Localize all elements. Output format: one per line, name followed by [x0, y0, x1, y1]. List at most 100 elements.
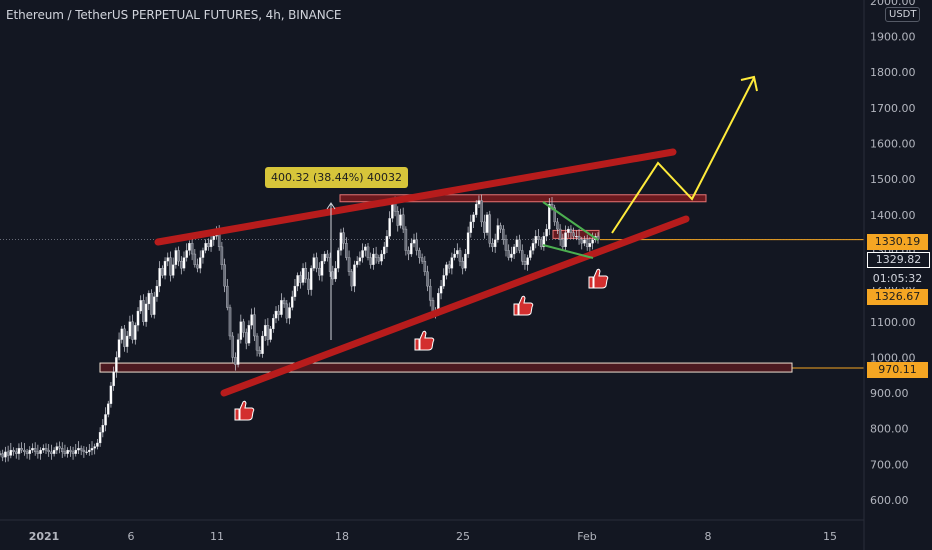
candle-body	[25, 451, 29, 454]
candle-body	[469, 221, 473, 233]
candle	[158, 261, 161, 293]
candle-body	[542, 236, 546, 248]
candle	[526, 254, 529, 271]
candle	[331, 265, 335, 286]
candle	[447, 260, 451, 274]
candle-body	[353, 264, 356, 287]
candle	[364, 244, 367, 257]
candle	[407, 246, 410, 261]
candle	[236, 333, 240, 368]
y-tick-label: 1400.00	[870, 209, 916, 222]
candle-body	[115, 357, 118, 372]
candle	[520, 244, 524, 266]
candle-body	[266, 325, 270, 340]
candle-body	[128, 321, 132, 337]
candle-body	[234, 357, 237, 365]
candle	[336, 247, 340, 273]
candle-body	[209, 239, 213, 248]
candle-body	[388, 218, 391, 237]
wedge-upper-line	[542, 201, 599, 241]
candle	[420, 253, 424, 264]
candle-body	[120, 328, 124, 340]
candle-body	[226, 285, 229, 308]
candle	[109, 381, 113, 408]
last-price-tag: 1330.19	[867, 234, 928, 250]
candle	[350, 268, 354, 292]
candle-body	[320, 260, 324, 276]
candle	[66, 447, 69, 458]
candle-body	[561, 239, 565, 248]
candle	[488, 210, 492, 248]
candle	[204, 239, 207, 254]
candle-body	[17, 448, 21, 454]
candle-body	[507, 250, 510, 258]
candle	[239, 314, 243, 344]
candle	[223, 258, 226, 293]
candle	[88, 444, 91, 456]
candle	[196, 258, 199, 273]
candle	[472, 211, 475, 228]
y-tick-label: 1000.00	[870, 351, 916, 364]
candle	[209, 233, 213, 252]
candle	[274, 306, 278, 324]
projection-path	[611, 77, 755, 234]
candle	[163, 257, 167, 280]
candle	[242, 318, 245, 338]
candle-body	[90, 448, 94, 451]
candle	[115, 351, 118, 378]
x-tick-label: 8	[705, 530, 712, 543]
candle	[566, 226, 570, 238]
candle-body	[399, 214, 402, 226]
candle-body	[577, 236, 581, 240]
candle	[401, 207, 405, 233]
candle-body	[480, 200, 483, 223]
candle	[580, 236, 584, 250]
candle-body	[526, 257, 529, 265]
currency-selector[interactable]: USDT	[885, 7, 921, 22]
candle	[588, 237, 592, 252]
candle-body	[171, 264, 175, 276]
lower-channel-line	[220, 215, 690, 397]
candle	[4, 446, 7, 463]
candle	[345, 237, 348, 261]
candle-body	[150, 293, 153, 315]
candle	[123, 324, 126, 352]
candle	[112, 366, 115, 391]
candle-body	[407, 250, 410, 255]
candle	[531, 238, 535, 255]
candle-body	[261, 335, 264, 354]
candle	[510, 246, 513, 262]
candle	[366, 242, 370, 261]
candle-body	[180, 260, 183, 269]
resistance-zone	[339, 194, 707, 203]
candle	[374, 246, 378, 264]
candle	[272, 314, 275, 333]
candle-body	[77, 448, 80, 451]
candle-body	[569, 228, 573, 233]
candle-body	[288, 307, 291, 319]
candle-body	[263, 325, 267, 337]
candle-body	[339, 232, 343, 251]
candle-body	[177, 250, 180, 262]
candle	[342, 227, 345, 250]
ask-price-tag: 1326.67	[867, 289, 928, 305]
candle	[288, 302, 291, 325]
candle-body	[474, 203, 478, 215]
candle-body	[445, 264, 448, 276]
candle	[410, 238, 413, 257]
candle-body	[558, 228, 562, 240]
candle	[255, 333, 259, 357]
candle-body	[377, 257, 381, 262]
candle	[450, 252, 454, 275]
candle-body	[518, 239, 521, 251]
candle-body	[410, 243, 413, 255]
candle-body	[304, 268, 308, 280]
candle-body	[147, 293, 151, 305]
x-tick-label: 6	[128, 530, 135, 543]
candle	[334, 261, 337, 282]
candle-body	[228, 307, 232, 337]
candle	[361, 243, 364, 263]
candle	[169, 251, 172, 282]
candle-body	[515, 239, 519, 248]
